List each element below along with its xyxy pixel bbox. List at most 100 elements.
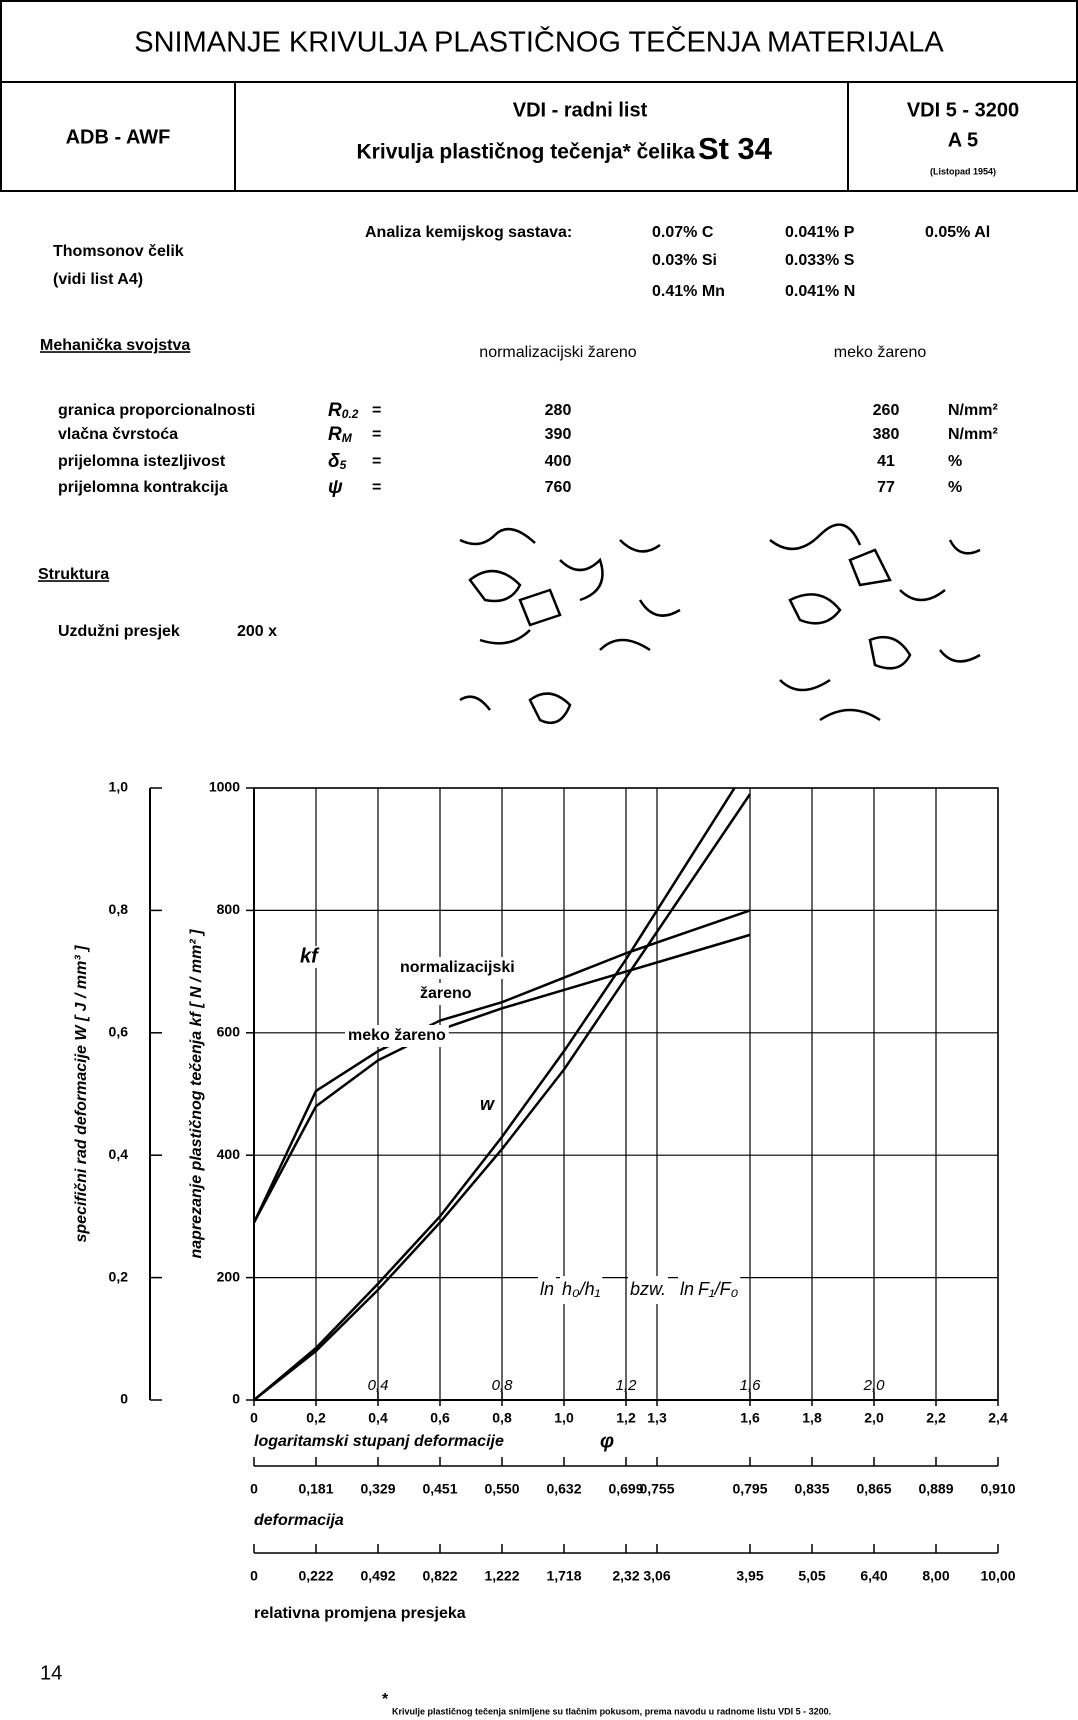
symbol: δ (328, 451, 340, 472)
title: SNIMANJE KRIVULJA PLASTIČNOG TEČENJA MAT… (134, 25, 944, 59)
curves (254, 788, 752, 1400)
page-number: 14 (40, 1662, 62, 1684)
x-tick-label: 0,2 (306, 1410, 326, 1426)
value: 77 (877, 479, 895, 496)
curve (254, 793, 752, 1400)
x-tick-label: 2,0 (864, 1410, 884, 1426)
header-right: VDI 5 - 3200 (907, 99, 1019, 121)
x-tick-label: 0,8 (492, 1410, 512, 1426)
annotation: kf (300, 945, 320, 967)
scale-label: 0,451 (422, 1481, 457, 1497)
label-bg (297, 946, 321, 968)
header-center: Krivulja plastičnog tečenja* čelika (357, 141, 696, 164)
x-axis-symbol: φ (600, 1430, 614, 1452)
label-bg (628, 1276, 669, 1304)
x-axis-title: logaritamski stupanj deformacije (254, 1433, 504, 1450)
inner-tick-label: 2,0 (863, 1377, 886, 1394)
y2-axis-title: specifični rad deformacije W [ J / mm³ ] (73, 945, 90, 1243)
annotation: žareno (420, 985, 472, 1002)
formula: ln (680, 1279, 694, 1299)
grain (769, 523, 981, 722)
label-bg (417, 983, 475, 1005)
x-tick-label: 0 (250, 1410, 258, 1426)
footnote: Krivulje plastičnog tečenja snimljene su… (392, 1706, 831, 1716)
micrograph (459, 527, 681, 725)
label-bg (397, 957, 518, 979)
y-tick-label: 1000 (209, 779, 240, 795)
symbol-sub: M (342, 431, 353, 445)
inner-tick-label: 1,2 (616, 1377, 638, 1394)
scale-label: 0,550 (484, 1481, 519, 1497)
unit: N/mm² (948, 426, 998, 443)
scale-label: 0,910 (980, 1481, 1015, 1497)
x-tick-label: 1,3 (647, 1410, 667, 1426)
composition: 0.07% C (652, 224, 714, 241)
header-right: A 5 (948, 129, 978, 151)
y2-tick-label: 0,6 (109, 1024, 129, 1040)
property-label: prijelomna kontrakcija (58, 479, 228, 496)
x-tick-label: 0,4 (368, 1410, 388, 1426)
scale-title: relativna promjena presjeka (254, 1605, 466, 1622)
scale-label: 5,05 (798, 1568, 825, 1584)
label-bg (696, 1276, 741, 1304)
material-ref: (vidi list A4) (53, 271, 143, 288)
x-tick-label: 1,0 (554, 1410, 574, 1426)
scale-label: 0,699 (608, 1481, 643, 1497)
scale-label: 3,95 (736, 1568, 763, 1584)
y2-tick-label: 0,8 (109, 901, 129, 917)
value: 260 (873, 402, 900, 419)
inner-tick-label: 0,8 (492, 1377, 514, 1394)
material-name: Thomsonov čelik (53, 243, 184, 260)
scale-label: 0 (250, 1481, 258, 1497)
steel: St 34 (698, 131, 773, 166)
composition: 0.033% S (785, 252, 855, 269)
micrograph (769, 523, 981, 722)
inner-tick-label: 1,6 (740, 1377, 762, 1394)
scale-label: 8,00 (922, 1568, 949, 1584)
symbol: R (328, 400, 342, 421)
formula: h₀/h₁ (562, 1279, 601, 1299)
scale-label: 0,632 (546, 1481, 581, 1497)
composition: 0.041% P (785, 224, 855, 241)
magnification: 200 x (237, 623, 277, 640)
y2-tick-label: 1,0 (109, 779, 129, 795)
scale-label: 0 (250, 1568, 258, 1584)
y-tick-label: 400 (217, 1146, 241, 1162)
value: 760 (545, 479, 572, 496)
composition: 0.05% Al (925, 224, 990, 241)
scale-label: 0,329 (360, 1481, 395, 1497)
annotation: normalizacijski (400, 959, 515, 976)
scale-label: 0,822 (422, 1568, 457, 1584)
scale-label: 1,718 (546, 1568, 581, 1584)
equals: = (372, 426, 381, 443)
column-head: meko žareno (834, 344, 927, 361)
symbol-sub: 0.2 (342, 407, 359, 421)
y2-tick-label: 0,4 (109, 1146, 129, 1162)
y2-tick-label: 0,2 (109, 1268, 129, 1284)
y-tick-label: 200 (217, 1268, 241, 1284)
scale-label: 0,889 (918, 1481, 953, 1497)
unit: % (948, 453, 962, 470)
header-right: (Listopad 1954) (930, 166, 996, 176)
y-tick-label: 0 (232, 1391, 240, 1407)
scale-label: 0,865 (856, 1481, 891, 1497)
x-tick-label: 1,8 (802, 1410, 822, 1426)
column-head: normalizacijski žareno (479, 344, 636, 361)
scale-label: 0,755 (639, 1481, 674, 1497)
scale-label: 6,40 (860, 1568, 887, 1584)
equals: = (372, 402, 381, 419)
property-label: prijelomna istezljivost (58, 453, 226, 470)
x-tick-label: 1,2 (616, 1410, 636, 1426)
scale-label: 2,32 (612, 1568, 639, 1584)
scale-label: 0,492 (360, 1568, 395, 1584)
symbol: R (328, 424, 342, 445)
equals: = (372, 479, 381, 496)
property-symbol: ψ (328, 477, 343, 498)
label-bg (560, 1276, 603, 1304)
label-bg (477, 1094, 498, 1116)
label-bg (538, 1276, 557, 1304)
section-title: Mehanička svojstva (40, 337, 190, 354)
property-symbol: R0.2 (328, 400, 359, 421)
property-label: vlačna čvrstoća (58, 426, 178, 443)
analysis-label: Analiza kemijskog sastava: (365, 224, 572, 241)
